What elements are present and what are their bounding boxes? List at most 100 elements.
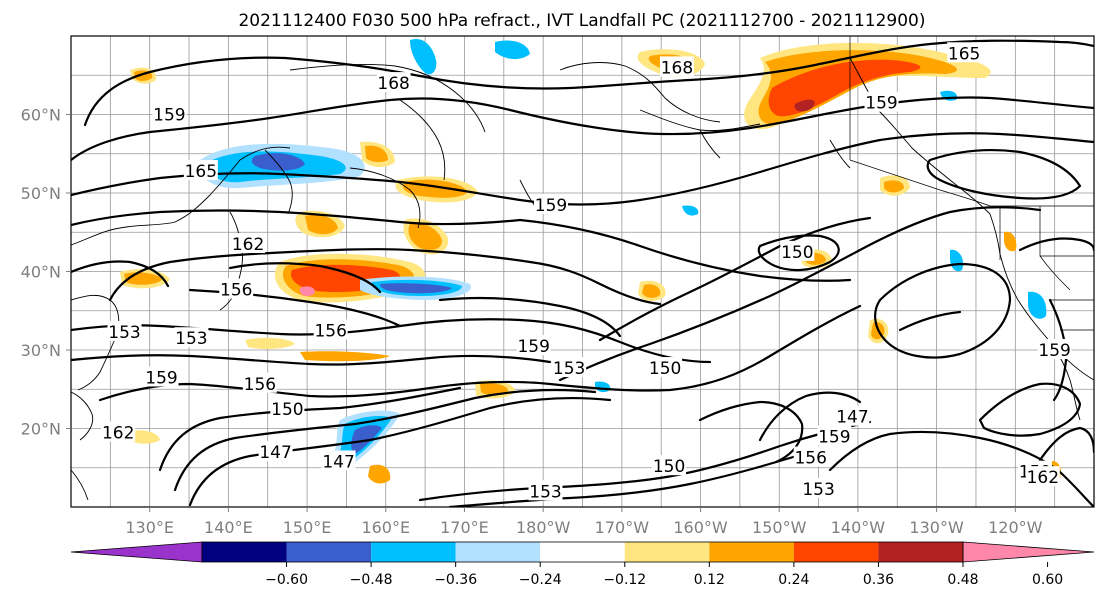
contour-label: 162 [231,233,266,255]
contour-label-background [534,193,569,214]
contour-label-background [1025,466,1060,487]
contour-label-text: 147 [322,452,354,472]
contour-label: 156 [313,319,348,341]
lon-tick-label: 130°W [909,518,964,537]
contour-label-text: 153 [108,323,140,343]
colorbar-segment [709,542,794,562]
contour-label-text: 156 [794,449,826,469]
colorbar-extend-low [70,541,203,563]
contour-label-text: 159 [818,427,850,447]
contour-label-text: 150 [271,400,303,420]
contour-label: 159 [817,425,852,447]
contour-label-background [152,103,187,124]
colorbar-tick-label: −0.12 [603,572,646,588]
contour-label-background [652,455,687,476]
lon-tick-label: 120°W [988,518,1043,537]
contour-label-background [648,357,683,378]
contour-label-text: 165 [948,44,980,64]
colorbar-tick-label: 0.48 [947,572,978,588]
contour-label-background [947,42,982,63]
colorbar-outline [201,541,964,563]
lon-tick-label: 140°W [831,518,886,537]
contour-label-text: 159 [153,106,185,126]
contour-label-background [528,480,563,501]
contour-label: 153 [552,357,587,379]
contour-label-text: 156 [314,321,346,341]
contour-label-text: 165 [185,162,217,182]
contour-label: 156 [219,278,254,301]
contour-label: 159 [1037,339,1072,361]
contour-label-background [107,320,142,341]
contour-label-text: 159 [145,368,177,388]
lon-tick-label: 150°W [752,518,807,537]
contour-label: 156 [242,372,277,395]
contour-label: 162 [101,421,136,443]
colorbar-segment [202,542,287,562]
contour-label: 153 [174,327,209,349]
contour-label-text: 150 [653,457,685,477]
colorbar-tick-label: 0.36 [863,572,894,588]
contour-label-text: 156 [244,375,276,395]
political-boundaries [849,36,1094,331]
contour-label-text: 150 [649,359,681,379]
lat-tick-label: 40°N [21,263,61,282]
colorbar-tick-label: −0.24 [519,572,562,588]
contour-label-background [144,366,179,387]
contour-label-background [101,421,136,442]
lon-tick-label: 170°W [595,518,650,537]
colorbar-segment [624,542,710,562]
colorbar-segment [793,542,879,562]
contour-label-text: 153 [175,329,207,349]
contour-label-text: 159 [517,337,549,357]
contour-label: 150 [780,240,815,263]
colorbar-extend-high [962,541,1095,563]
colorbar-segment [286,542,372,562]
contour-label-background [258,441,293,462]
colorbar: −0.60 −0.48 −0.36 −0.24 −0.12 0.12 0.24 0.36 0.4… [70,541,1095,588]
lat-tick-label: 60°N [21,106,61,125]
contour-label-text: 150 [781,243,813,263]
colorbar-segments [70,541,1095,563]
contour-label-background [219,278,254,299]
contour-label-background [270,397,305,418]
contour-label: 168 [659,56,694,78]
contour-label: 165 [947,42,982,64]
colorbar-segment [878,542,963,562]
contour-label-background [231,233,266,254]
colorbar-tick-labels: −0.60 −0.48 −0.36 −0.24 −0.12 0.12 0.24 0.36 0.4… [265,562,1063,588]
contour-label-background [835,405,870,426]
contour-label-background [516,335,551,356]
contour-label: 159 [144,366,179,388]
contour-label-text: 159 [535,196,567,216]
contour-label-background [1037,339,1072,359]
colorbar-tick-label: 0.60 [1032,572,1063,588]
contour-label-text: 153 [529,482,561,502]
colorbar-tick-label: 0.24 [778,572,809,588]
contour-label: 153 [801,477,836,500]
contour-label-background [659,56,694,77]
contour-label-text: 156 [220,281,252,301]
lon-tick-label: 160°W [673,518,728,537]
lon-tick-label: 150°E [283,518,332,537]
contour-label: 150 [270,397,305,420]
contour-label-background [376,72,411,93]
height-contours [71,39,1094,507]
contour-label-background [174,327,209,348]
contour-label-text: 162 [232,235,264,255]
contour-label: 168 [376,72,411,94]
contour-label-text: 162 [1027,468,1059,488]
contour-label-text: 162 [102,423,134,443]
contour-label-text: 153 [553,359,585,379]
colorbar-tick-label: −0.60 [265,572,308,588]
contour-label-text: 153 [802,480,834,500]
contour-label: 153 [107,320,142,343]
contour-label: 159 [534,193,569,216]
colorbar-tick-label: −0.48 [350,572,393,588]
contour-label-text: 159 [865,94,897,114]
contour-label-background [242,372,277,393]
contour-label-text: 168 [661,58,693,78]
colorbar-segment [455,542,541,562]
